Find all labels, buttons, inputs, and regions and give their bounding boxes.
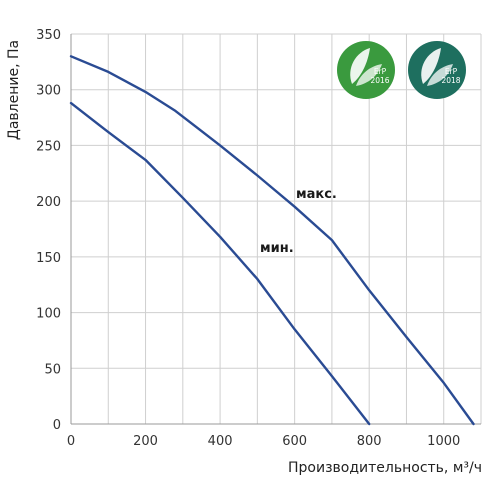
erp-2018-title: ErP: [445, 67, 458, 76]
leaf-icon: [350, 48, 370, 84]
y-tick-label: 150: [36, 251, 61, 266]
series-line-max: [69, 55, 475, 426]
series-label-min: мин.: [260, 241, 294, 256]
erp-2016-title: ErP: [374, 67, 387, 76]
series-line-min: [69, 101, 371, 426]
y-tick-label: 100: [36, 307, 61, 322]
leaf-icon: [421, 48, 441, 84]
y-tick-label: 0: [53, 418, 61, 433]
series-lines: [69, 55, 475, 426]
x-tick-label: 600: [282, 434, 307, 449]
y-axis-title: Давление, Па: [6, 40, 22, 140]
erp-2016-badge: ErP 2016: [337, 41, 395, 99]
y-tick-labels: 0 50 100 150 200 250 300 350: [36, 28, 61, 433]
x-tick-label: 400: [208, 434, 233, 449]
x-tick-label: 200: [133, 434, 158, 449]
x-tick-label: 1000: [427, 434, 460, 449]
axes: [70, 34, 481, 425]
erp-2018-badge-circle: [408, 41, 466, 99]
leaf-icon: [427, 64, 453, 86]
erp-2016-year: 2016: [370, 76, 389, 85]
x-tick-label: 0: [67, 434, 75, 449]
erp-2018-badge: ErP 2018: [408, 41, 466, 99]
series-label-max: макс.: [296, 187, 337, 202]
leaf-icon: [356, 64, 382, 86]
x-tick-label: 800: [357, 434, 382, 449]
y-tick-label: 250: [36, 139, 61, 154]
erp-2016-badge-circle: [337, 41, 395, 99]
y-tick-label: 300: [36, 84, 61, 99]
erp-2018-year: 2018: [441, 76, 460, 85]
x-tick-labels: 0 200 400 600 800 1000: [67, 434, 460, 449]
y-tick-label: 50: [44, 362, 61, 377]
y-tick-label: 200: [36, 195, 61, 210]
x-axis-title: Производительность, м³/ч: [288, 460, 482, 476]
y-tick-label: 350: [36, 28, 61, 43]
